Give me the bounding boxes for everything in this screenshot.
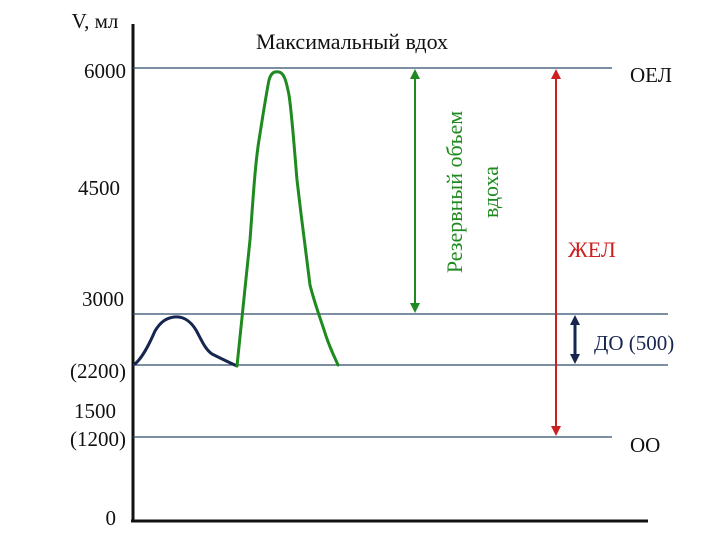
zhel-label: ЖЕЛ: [568, 237, 616, 262]
do-label: ДО (500): [594, 331, 674, 355]
tick-0: 0: [106, 506, 117, 530]
max-inspiration-curve: [235, 70, 340, 368]
reserve-volume-label-line1: Резервный объем: [442, 111, 467, 273]
reserve-volume-label-group: Резервный объем вдоха: [442, 111, 503, 273]
tick-4500: 4500: [78, 176, 120, 200]
tick-3000: 3000: [82, 287, 124, 311]
max-inspiration-title: Максимальный вдох: [256, 29, 448, 54]
tick-1500: 1500: [74, 399, 116, 423]
tick-6000: 6000: [84, 59, 126, 83]
oel-label: ОЕЛ: [630, 63, 672, 87]
y-axis-label: V, мл: [72, 9, 119, 33]
tick-1200: (1200): [70, 427, 126, 451]
tidal-breath-curve: [133, 315, 239, 368]
oo-label: ОО: [630, 433, 660, 457]
reserve-volume-label-line2: вдоха: [478, 166, 503, 218]
tick-2200: (2200): [70, 359, 126, 383]
